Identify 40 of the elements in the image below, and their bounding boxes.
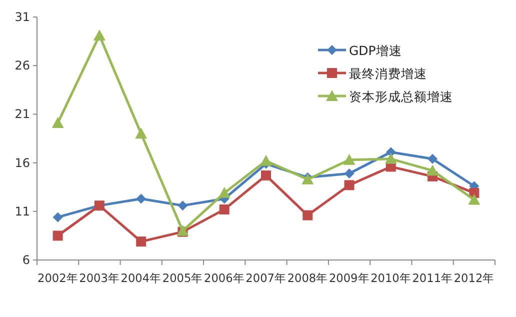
point (219, 204, 230, 214)
x-tick-label: 2008年 (287, 271, 329, 285)
x-tick-label: 2012年 (454, 271, 496, 285)
point (136, 236, 146, 247)
x-tick-label: 2009年 (328, 271, 370, 285)
x-tick-label: 2007年 (246, 271, 287, 285)
point (426, 164, 439, 176)
point (344, 168, 354, 178)
y-tick-label: 31 (14, 10, 30, 24)
point (52, 230, 63, 241)
y-tick-label: 6 (22, 253, 30, 267)
point (93, 29, 106, 40)
point (468, 194, 480, 205)
x-tick-label: 2002年 (38, 271, 79, 285)
point (384, 152, 397, 164)
point (135, 128, 148, 139)
point (178, 200, 188, 211)
x-tick-label: 2011年 (412, 271, 454, 285)
point (344, 180, 354, 190)
y-tick-label: 16 (14, 156, 30, 170)
x-tick-label: 2004年 (120, 271, 162, 285)
point (136, 194, 146, 204)
x-tick-label: 2010年 (370, 271, 412, 285)
x-tick-label: 2003年 (79, 271, 120, 285)
y-tick-label: 21 (14, 107, 30, 122)
x-tick-label: 2005年 (162, 271, 204, 285)
legend-label: 最终消费增速 (349, 66, 427, 81)
point (52, 116, 64, 128)
y-tick-label: 26 (14, 58, 30, 73)
legend-label: 资本形成总额增速 (349, 89, 453, 104)
point (343, 154, 356, 165)
point (261, 170, 271, 180)
y-tick-label: 11 (14, 204, 30, 218)
x-tick-label: 2006年 (204, 271, 246, 285)
point (260, 154, 272, 166)
legend-label: GDP增速 (349, 43, 402, 58)
point (52, 212, 63, 222)
point (218, 186, 230, 198)
point (302, 210, 313, 220)
point (428, 154, 438, 164)
